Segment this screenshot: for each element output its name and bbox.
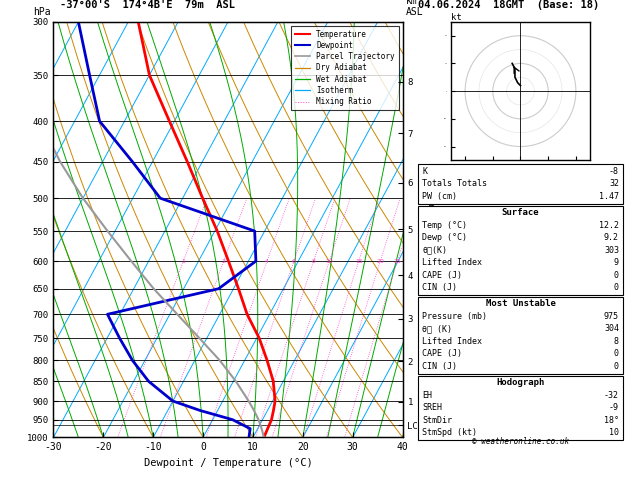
Text: 0: 0 [614, 362, 619, 371]
Text: Temp (°C): Temp (°C) [422, 221, 467, 230]
Text: Lifted Index: Lifted Index [422, 337, 482, 346]
Text: 15: 15 [355, 259, 363, 263]
Text: 1.47: 1.47 [599, 192, 619, 201]
Text: 975: 975 [604, 312, 619, 321]
Text: CIN (J): CIN (J) [422, 362, 457, 371]
Text: Surface: Surface [502, 208, 539, 217]
Text: 8: 8 [614, 337, 619, 346]
Text: Lifted Index: Lifted Index [422, 258, 482, 267]
Text: -8: -8 [609, 167, 619, 176]
Text: θᴄ (K): θᴄ (K) [422, 325, 452, 333]
Text: 8: 8 [312, 259, 316, 263]
Text: SREH: SREH [422, 403, 442, 412]
Text: K: K [422, 167, 427, 176]
Text: -9: -9 [609, 403, 619, 412]
Text: 0: 0 [614, 283, 619, 292]
Text: 10: 10 [325, 259, 333, 263]
Text: CIN (J): CIN (J) [422, 283, 457, 292]
Text: Hodograph: Hodograph [496, 378, 545, 387]
Text: 10: 10 [609, 428, 619, 437]
Y-axis label: Mixing Ratio (g/kg): Mixing Ratio (g/kg) [426, 178, 435, 281]
Text: 4: 4 [265, 259, 269, 263]
Text: 0: 0 [614, 349, 619, 358]
Text: kt: kt [451, 13, 462, 22]
Text: StmDir: StmDir [422, 416, 452, 425]
Text: -32: -32 [604, 391, 619, 399]
Text: EH: EH [422, 391, 432, 399]
Text: Most Unstable: Most Unstable [486, 299, 555, 309]
Text: 1: 1 [181, 259, 186, 263]
Text: StmSpd (kt): StmSpd (kt) [422, 428, 477, 437]
Text: CAPE (J): CAPE (J) [422, 271, 462, 279]
Text: Pressure (mb): Pressure (mb) [422, 312, 487, 321]
Text: Dewp (°C): Dewp (°C) [422, 233, 467, 242]
Text: 32: 32 [609, 179, 619, 189]
Text: 04.06.2024  18GMT  (Base: 18): 04.06.2024 18GMT (Base: 18) [418, 0, 599, 10]
Text: 6: 6 [292, 259, 296, 263]
Text: km
ASL: km ASL [406, 0, 423, 17]
Text: Totals Totals: Totals Totals [422, 179, 487, 189]
Text: PW (cm): PW (cm) [422, 192, 457, 201]
Text: 18°: 18° [604, 416, 619, 425]
Text: 303: 303 [604, 246, 619, 255]
Text: 9.2: 9.2 [604, 233, 619, 242]
Text: hPa: hPa [33, 7, 50, 17]
X-axis label: Dewpoint / Temperature (°C): Dewpoint / Temperature (°C) [143, 458, 313, 468]
Text: 12.2: 12.2 [599, 221, 619, 230]
Text: 25: 25 [394, 259, 401, 263]
Text: 2: 2 [221, 259, 226, 263]
Text: CAPE (J): CAPE (J) [422, 349, 462, 358]
Text: 304: 304 [604, 325, 619, 333]
Text: 20: 20 [376, 259, 384, 263]
Text: -37°00'S  174°4B'E  79m  ASL: -37°00'S 174°4B'E 79m ASL [60, 0, 235, 10]
Text: © weatheronline.co.uk: © weatheronline.co.uk [472, 437, 569, 446]
Text: 9: 9 [614, 258, 619, 267]
Text: 0: 0 [614, 271, 619, 279]
Legend: Temperature, Dewpoint, Parcel Trajectory, Dry Adiabat, Wet Adiabat, Isotherm, Mi: Temperature, Dewpoint, Parcel Trajectory… [291, 26, 399, 110]
Text: θᴄ(K): θᴄ(K) [422, 246, 447, 255]
